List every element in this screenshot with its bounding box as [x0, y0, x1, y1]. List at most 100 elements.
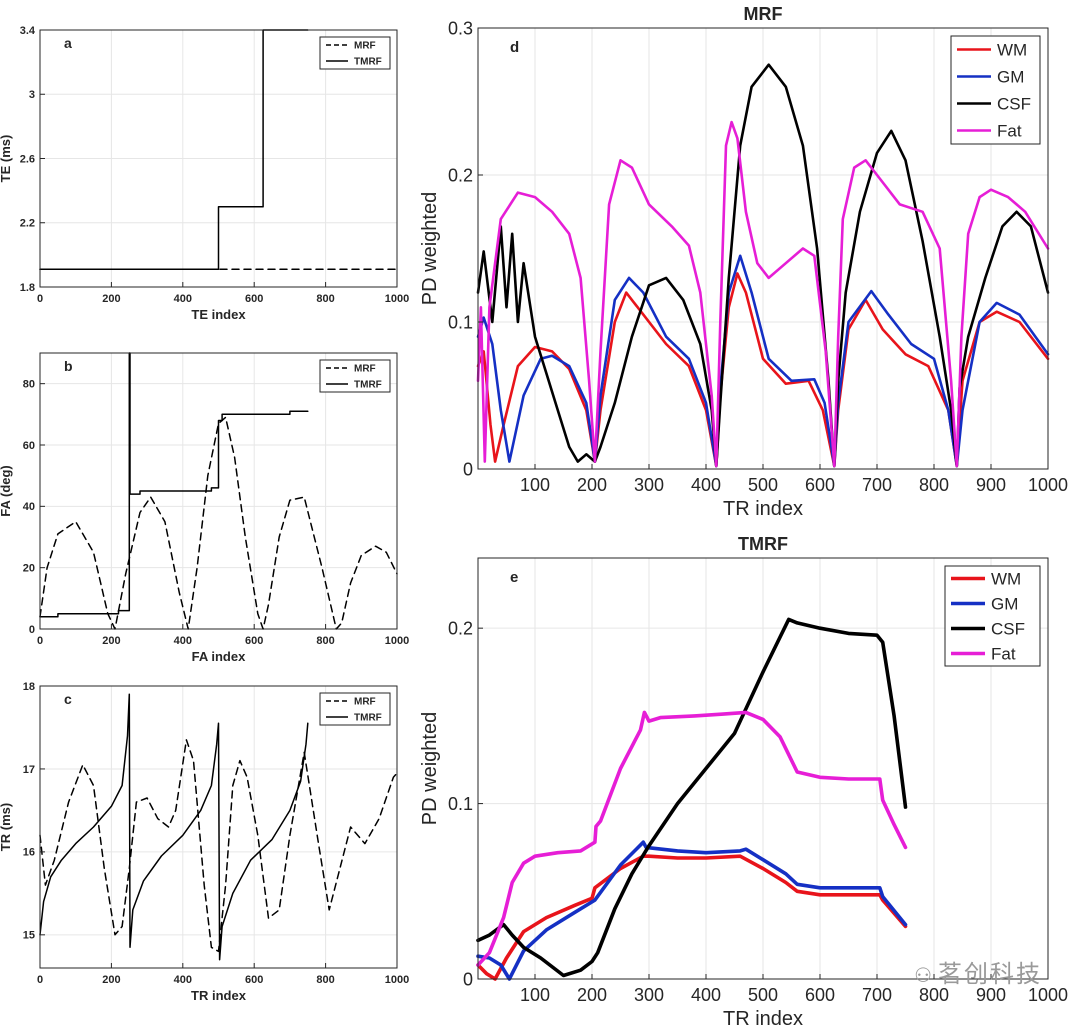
x-tick-label: 800 [919, 985, 949, 1005]
x-axis-label: TR index [723, 1008, 803, 1030]
y-tick-label: 0 [463, 969, 473, 989]
panel-label: a [64, 35, 72, 51]
x-tick-label: 200 [102, 635, 120, 647]
x-tick-label: 800 [316, 293, 334, 305]
y-axis-label: PD weighted [419, 192, 441, 305]
x-axis-label: TR index [191, 988, 247, 1003]
y-tick-label: 15 [23, 930, 35, 942]
plot-area [40, 353, 397, 629]
legend-label-fat: Fat [991, 644, 1016, 663]
x-tick-label: 900 [976, 475, 1006, 495]
legend-box [319, 359, 391, 393]
panel-d: 100 200 300 400 500 600 700 800 900 1000 0 0.1 0.2 0.… [419, 4, 1068, 520]
x-tick-label: 1000 [385, 293, 409, 305]
legend-label-csf: CSF [991, 619, 1025, 638]
x-tick-label: 100 [520, 475, 550, 495]
series-line-mrf [39, 739, 398, 953]
axes-frame [39, 352, 398, 630]
panel-label: e [510, 569, 518, 586]
x-tick-label: 200 [577, 475, 607, 495]
x-tick-label: 200 [102, 293, 120, 305]
y-tick-label: 20 [23, 563, 35, 575]
panel-a: 0 200 400 600 800 1000 1.8 2.2 2.6 3 3.4 TE index TE… [0, 25, 409, 322]
x-tick-label: 400 [174, 974, 192, 986]
legend-label-fat: Fat [997, 121, 1022, 140]
x-tick-label: 300 [634, 475, 664, 495]
legend-label-csf: CSF [997, 94, 1031, 113]
chart-title: TMRF [738, 534, 788, 554]
x-tick-label: 800 [316, 635, 334, 647]
y-tick-label: 0.2 [448, 165, 473, 185]
x-tick-label: 400 [691, 475, 721, 495]
y-tick-label: 2.2 [20, 218, 35, 230]
x-tick-label: 600 [245, 974, 263, 986]
x-tick-label: 800 [919, 475, 949, 495]
x-tick-label: 300 [634, 985, 664, 1005]
panel-label: c [64, 691, 72, 707]
y-tick-label: 0 [463, 459, 473, 479]
panel-label: b [64, 358, 73, 374]
y-axis-label: PD weighted [419, 712, 441, 825]
series-line-fat [476, 120, 1050, 468]
y-axis-label: TR (ms) [0, 803, 13, 851]
legend: MRF TMRF [319, 692, 391, 726]
series-line-mrf [39, 416, 398, 630]
y-tick-label: 1.8 [20, 282, 35, 294]
x-tick-label: 800 [316, 974, 334, 986]
x-tick-label: 700 [862, 985, 892, 1005]
y-tick-label: 0.3 [448, 18, 473, 38]
x-axis-label: TR index [723, 498, 803, 520]
y-tick-label: 18 [23, 681, 35, 693]
legend: WM GM CSF Fat [950, 35, 1041, 145]
x-axis-label: FA index [192, 649, 246, 664]
series-line-csf [476, 617, 908, 978]
legend-label-mrf: MRF [354, 364, 376, 375]
legend-label-wm: WM [991, 569, 1021, 588]
series-line-tmrf [39, 693, 309, 961]
axes-frame [39, 685, 398, 969]
wechat-icon: ⚇ [914, 965, 934, 987]
y-tick-label: 0.2 [448, 618, 473, 638]
legend-label-tmrf: TMRF [354, 57, 382, 68]
series-line-tmrf [39, 352, 309, 618]
y-axis-label: FA (deg) [0, 465, 13, 517]
series-line-csf [476, 63, 1050, 468]
y-axis-label: TE (ms) [0, 135, 13, 183]
legend-box [319, 36, 391, 70]
legend-label-gm: GM [997, 67, 1024, 86]
x-tick-label: 1000 [385, 635, 409, 647]
x-tick-label: 0 [37, 974, 43, 986]
watermark-text: 茗创科技 [938, 961, 1042, 988]
y-tick-label: 3.4 [20, 25, 36, 37]
watermark: ⚇ 茗创科技 [914, 954, 1042, 989]
x-tick-label: 600 [805, 985, 835, 1005]
legend-label-gm: GM [991, 594, 1018, 613]
x-tick-label: 700 [862, 475, 892, 495]
legend: MRF TMRF [319, 359, 391, 393]
legend-label-wm: WM [997, 40, 1027, 59]
x-tick-label: 500 [748, 475, 778, 495]
chart-title: MRF [744, 4, 783, 24]
y-tick-label: 0.1 [448, 312, 473, 332]
x-tick-label: 600 [245, 293, 263, 305]
x-tick-label: 0 [37, 635, 43, 647]
y-tick-label: 80 [23, 379, 35, 391]
x-tick-label: 1000 [1028, 475, 1068, 495]
x-tick-label: 0 [37, 293, 43, 305]
x-tick-label: 200 [577, 985, 607, 1005]
legend-box [319, 692, 391, 726]
x-tick-label: 500 [748, 985, 778, 1005]
panel-label: d [510, 39, 519, 56]
y-tick-label: 2.6 [20, 153, 35, 165]
legend-label-tmrf: TMRF [354, 380, 382, 391]
legend-box [944, 565, 1041, 667]
x-tick-label: 600 [245, 635, 263, 647]
series-line-gm [476, 840, 908, 981]
x-tick-label: 600 [805, 475, 835, 495]
panel-c: 0 200 400 600 800 1000 15 16 17 18 TR index TR (ms)… [0, 681, 409, 1003]
x-tick-label: 400 [174, 635, 192, 647]
panel-e: 100 200 300 400 500 600 700 800 900 1000 0 0.1 0.2 TR… [419, 534, 1068, 1030]
y-tick-label: 3 [29, 89, 35, 101]
legend-label-tmrf: TMRF [354, 713, 382, 724]
y-tick-label: 0.1 [448, 794, 473, 814]
